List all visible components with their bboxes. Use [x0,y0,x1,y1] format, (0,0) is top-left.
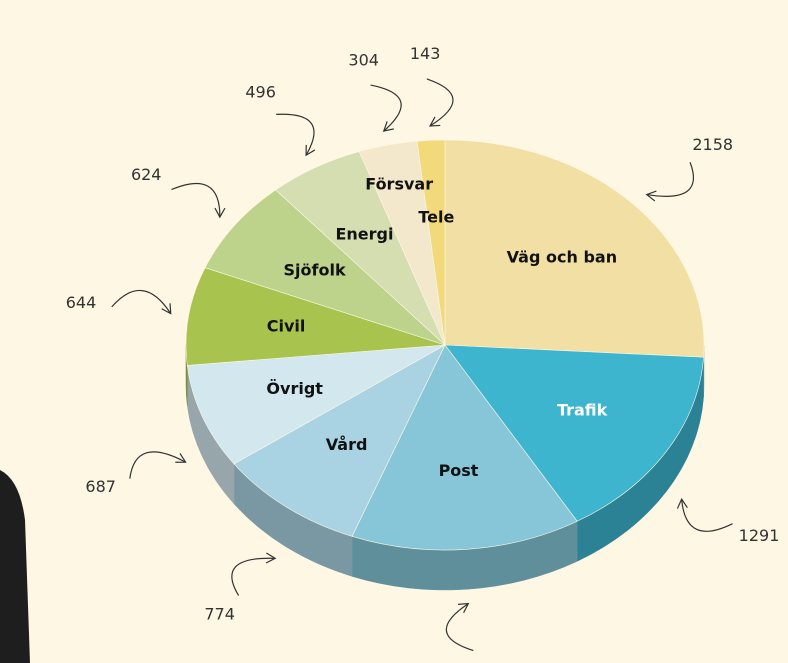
value-label: 774 [204,605,235,624]
arrow [130,452,186,479]
value-label: 644 [66,293,97,312]
slice-label: Övrigt [266,379,323,398]
pie-tops [186,140,704,550]
slice-label: Post [439,461,479,480]
chart: Väg och ban2158Trafik1291Post1195Vård774… [0,0,788,663]
arrow [171,183,219,217]
slice-label: Energi [335,225,393,244]
value-label: 687 [85,477,116,496]
slice-label: Väg och ban [507,247,617,266]
value-label: 2158 [692,135,733,154]
slice-label: Tele [418,208,454,227]
arrow [371,85,402,131]
photo-fragment [0,470,30,663]
value-label: 624 [131,165,162,184]
slice-label: Civil [267,316,306,335]
slice-label: Trafik [557,401,608,420]
value-label: 1291 [739,526,780,545]
arrow [232,558,275,595]
arrow [427,79,453,126]
slice-label: Försvar [365,175,433,194]
value-label: 496 [245,83,276,102]
arrow [647,162,694,196]
arrow [276,114,314,155]
value-label: 143 [410,44,441,63]
arrow [446,604,473,651]
value-label: 304 [348,51,379,70]
arrow [112,290,171,313]
slice-label: Sjöfolk [284,260,346,279]
slice-label: Vård [326,435,368,454]
arrow [682,499,733,531]
